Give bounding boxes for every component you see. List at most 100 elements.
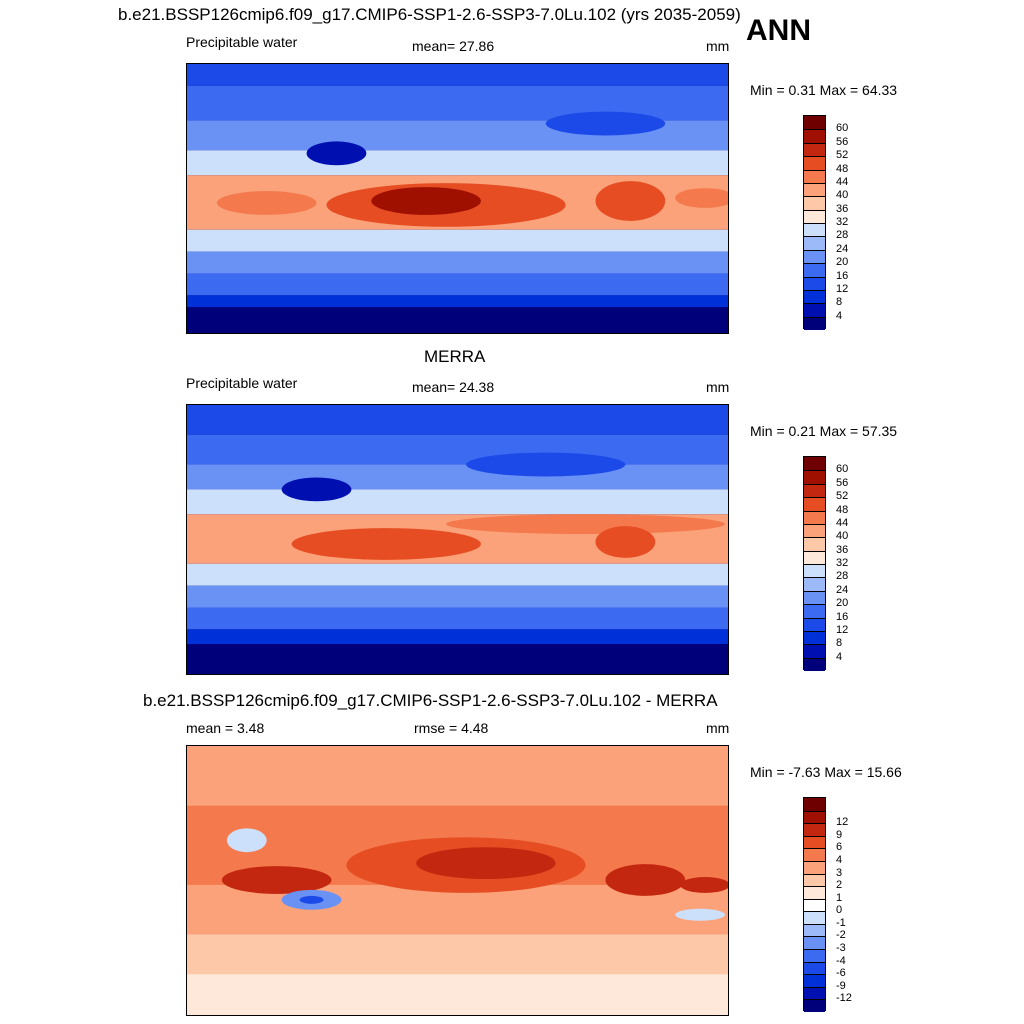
panel3-minmax: Min = -7.63 Max = 15.66 [750,764,902,780]
colorbar-level-label: 40 [836,189,849,202]
colorbar-swatch [804,550,825,564]
panel2-map [186,404,729,675]
colorbar-level-label: 8 [836,296,843,309]
colorbar-level-label: 1 [836,891,843,904]
colorbar-swatch [804,483,825,498]
colorbar-level-label: 36 [836,202,849,215]
colorbar-swatch [804,263,825,277]
colorbar-swatch [804,823,825,836]
colorbar-level-label: 32 [836,216,849,228]
colorbar-swatch [804,236,825,250]
colorbar-swatch [804,886,825,899]
colorbar-swatch [804,923,825,937]
colorbar-swatch [804,537,825,551]
panel1-colorbar [803,115,826,330]
colorbar-swatch [804,510,825,524]
colorbar-swatch [804,142,825,157]
colorbar-level-label: 3 [836,866,843,879]
panel2-title: MERRA [424,347,486,366]
colorbar-level-label: -1 [836,916,846,929]
colorbar-swatch [804,860,825,874]
colorbar-level-label: 60 [836,463,849,476]
colorbar-swatch [804,577,825,591]
colorbar-swatch [804,156,825,170]
panel3-title: b.e21.BSSP126cmip6.f09_g17.CMIP6-SSP1-2.… [143,691,718,710]
colorbar-swatch [804,169,825,183]
colorbar-level-label: -3 [836,942,846,955]
panel1-map-graphic [187,64,728,333]
panel2-map-graphic [187,405,728,674]
panel1-minmax: Min = 0.31 Max = 64.33 [750,82,898,98]
colorbar-swatch [804,604,825,618]
colorbar-swatch [804,316,825,330]
season-label: ANN [746,14,811,47]
panel3-rmse-label: rmse = 4.48 [414,720,489,736]
colorbar-level-label: 56 [836,476,849,489]
colorbar-swatch [804,276,825,290]
colorbar-level-label: 48 [836,162,849,175]
colorbar-swatch [804,898,825,912]
colorbar-swatch [804,835,825,849]
panel3-mean-label: mean = 3.48 [186,720,265,736]
colorbar-swatch [804,590,825,605]
panel1-map [186,63,729,334]
colorbar-level-label: 2 [836,879,843,892]
colorbar-swatch [804,470,825,484]
colorbar-swatch [804,497,825,511]
colorbar-swatch [804,961,825,975]
colorbar-swatch [804,303,825,317]
colorbar-swatch [804,223,825,237]
colorbar-swatch [804,617,825,631]
colorbar-level-label: 12 [836,816,849,829]
panel1-mean-label: mean= 27.86 [412,38,495,54]
colorbar-level-label: 56 [836,135,849,148]
colorbar-level-label: 4 [836,650,843,663]
colorbar-swatch [804,129,825,143]
colorbar-swatch [804,657,825,671]
colorbar-level-label: 16 [836,610,849,623]
colorbar-level-label: 9 [836,828,843,841]
panel3-map-graphic [187,746,728,1015]
colorbar-level-label: 36 [836,543,849,556]
colorbar-level-label: -4 [836,954,846,967]
panel1-title: b.e21.BSSP126cmip6.f09_g17.CMIP6-SSP1-2.… [118,5,741,24]
colorbar-swatch [804,564,825,578]
colorbar-level-label: 4 [836,309,843,322]
colorbar-swatch [804,116,825,130]
colorbar-swatch [804,209,825,223]
colorbar-swatch [804,848,825,861]
colorbar-level-label: 20 [836,597,849,610]
colorbar-level-label: 20 [836,256,849,269]
colorbar-level-label: 60 [836,122,849,135]
colorbar-swatch [804,289,825,304]
colorbar-level-label: -12 [836,992,852,1005]
panel2-units: mm [706,379,730,395]
colorbar-level-label: 6 [836,841,843,854]
colorbar-level-label: 24 [836,583,849,596]
colorbar-swatch [804,630,825,645]
colorbar-swatch [804,196,825,210]
panel2-variable-label: Precipitable water [186,375,298,391]
colorbar-level-label: -6 [836,967,846,980]
colorbar-level-label: 32 [836,557,849,569]
colorbar-swatch [804,182,825,197]
colorbar-level-label: 12 [836,282,849,295]
panel2-colorbar [803,456,826,671]
colorbar-swatch [804,523,825,538]
colorbar-level-label: -2 [836,929,846,942]
colorbar-level-label: 44 [836,516,849,529]
colorbar-level-label: 12 [836,623,849,636]
colorbar-level-label: 44 [836,175,849,188]
colorbar-swatch [804,936,825,950]
colorbar-level-label: 8 [836,637,843,650]
colorbar-swatch [804,873,825,887]
colorbar-level-label: 28 [836,229,849,242]
colorbar-swatch [804,974,825,987]
panel2-mean-label: mean= 24.38 [412,379,495,395]
panel3-map [186,745,729,1016]
panel3-units: mm [706,720,730,736]
colorbar-level-label: 0 [836,904,843,917]
colorbar-level-label: -9 [836,979,846,992]
colorbar-level-label: 48 [836,503,849,516]
colorbar-swatch [804,911,825,924]
